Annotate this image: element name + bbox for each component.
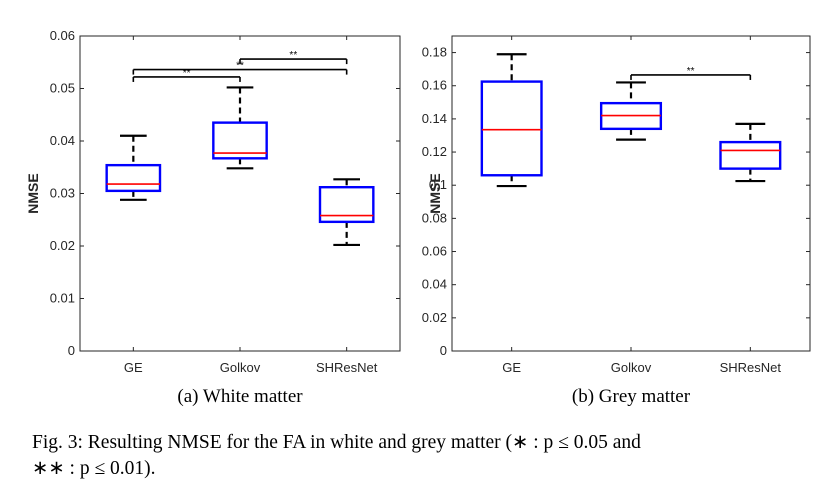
y-tick-label: 0.03	[50, 186, 75, 201]
y-tick-label: 0.14	[422, 111, 447, 126]
subfigure-caption: (b) Grey matter	[572, 386, 691, 407]
box-golkov	[212, 86, 268, 170]
x-tick-label: SHResNet	[720, 360, 782, 375]
box-ge	[480, 53, 543, 188]
x-tick-label: Golkov	[611, 360, 652, 375]
y-tick-label: 0.01	[50, 291, 75, 306]
box-golkov	[599, 81, 663, 141]
caption-line-2: ∗∗ : p ≤ 0.01).	[32, 458, 156, 479]
significance-label: **	[687, 66, 695, 77]
white-matter-boxplot: 0 0.01 0.02 0.03 0.04 0.05 0.06 GE Golkov SHResNe…	[25, 28, 401, 407]
caption-line-1: Fig. 3: Resulting NMSE for the FA in whi…	[32, 432, 641, 453]
box-iqr	[105, 163, 162, 193]
x-tick-label: Golkov	[220, 360, 261, 375]
y-tick-label: 0	[440, 343, 447, 358]
box-shresnet	[318, 178, 375, 247]
box-shresnet	[719, 122, 782, 183]
box-iqr	[719, 140, 782, 170]
significance-bracket: **	[239, 50, 348, 65]
y-tick-label: 0.04	[422, 277, 447, 292]
axes-frame	[79, 35, 401, 352]
y-axis-label: NMSE	[25, 173, 41, 213]
y-tick-label: 0.06	[50, 28, 75, 43]
y-tick-label: 0.02	[50, 238, 75, 253]
significance-label: **	[289, 50, 297, 61]
significance-bracket: **	[132, 61, 348, 75]
significance-bracket: **	[630, 66, 752, 80]
box-iqr	[480, 80, 543, 177]
y-tick-label: 0.06	[422, 244, 447, 259]
y-tick-label: 0.08	[422, 210, 447, 225]
y-axis-label: NMSE	[427, 173, 443, 213]
box-iqr	[212, 121, 268, 160]
x-tick-label: GE	[502, 360, 521, 375]
y-tick-label: 0.04	[50, 133, 75, 148]
x-tick-label: SHResNet	[316, 360, 378, 375]
y-tick-label: 0.02	[422, 310, 447, 325]
significance-label: **	[236, 61, 244, 72]
y-tick-label: 0.12	[422, 144, 447, 159]
y-tick-label: 0.18	[422, 45, 447, 60]
significance-label: **	[183, 68, 191, 79]
figure: 0 0.01 0.02 0.03 0.04 0.05 0.06 GE Golkov SHResNe…	[25, 28, 811, 407]
box-iqr	[318, 185, 375, 224]
y-tick-label: 0	[68, 343, 75, 358]
y-tick-label: 0.05	[50, 81, 75, 96]
y-tick-label: 0.16	[422, 78, 447, 93]
figure-caption: Fig. 3: Resulting NMSE for the FA in whi…	[32, 430, 832, 482]
x-tick-label: GE	[124, 360, 143, 375]
grey-matter-boxplot: 0 0.02 0.04 0.06 0.08 0.1 0.12 0.14 0.16 0.18 GE Go…	[422, 35, 811, 407]
box-ge	[105, 134, 162, 201]
significance-bracket: **	[132, 68, 241, 82]
subfigure-caption: (a) White matter	[177, 386, 303, 407]
y-tick-label: 0.1	[429, 177, 447, 192]
